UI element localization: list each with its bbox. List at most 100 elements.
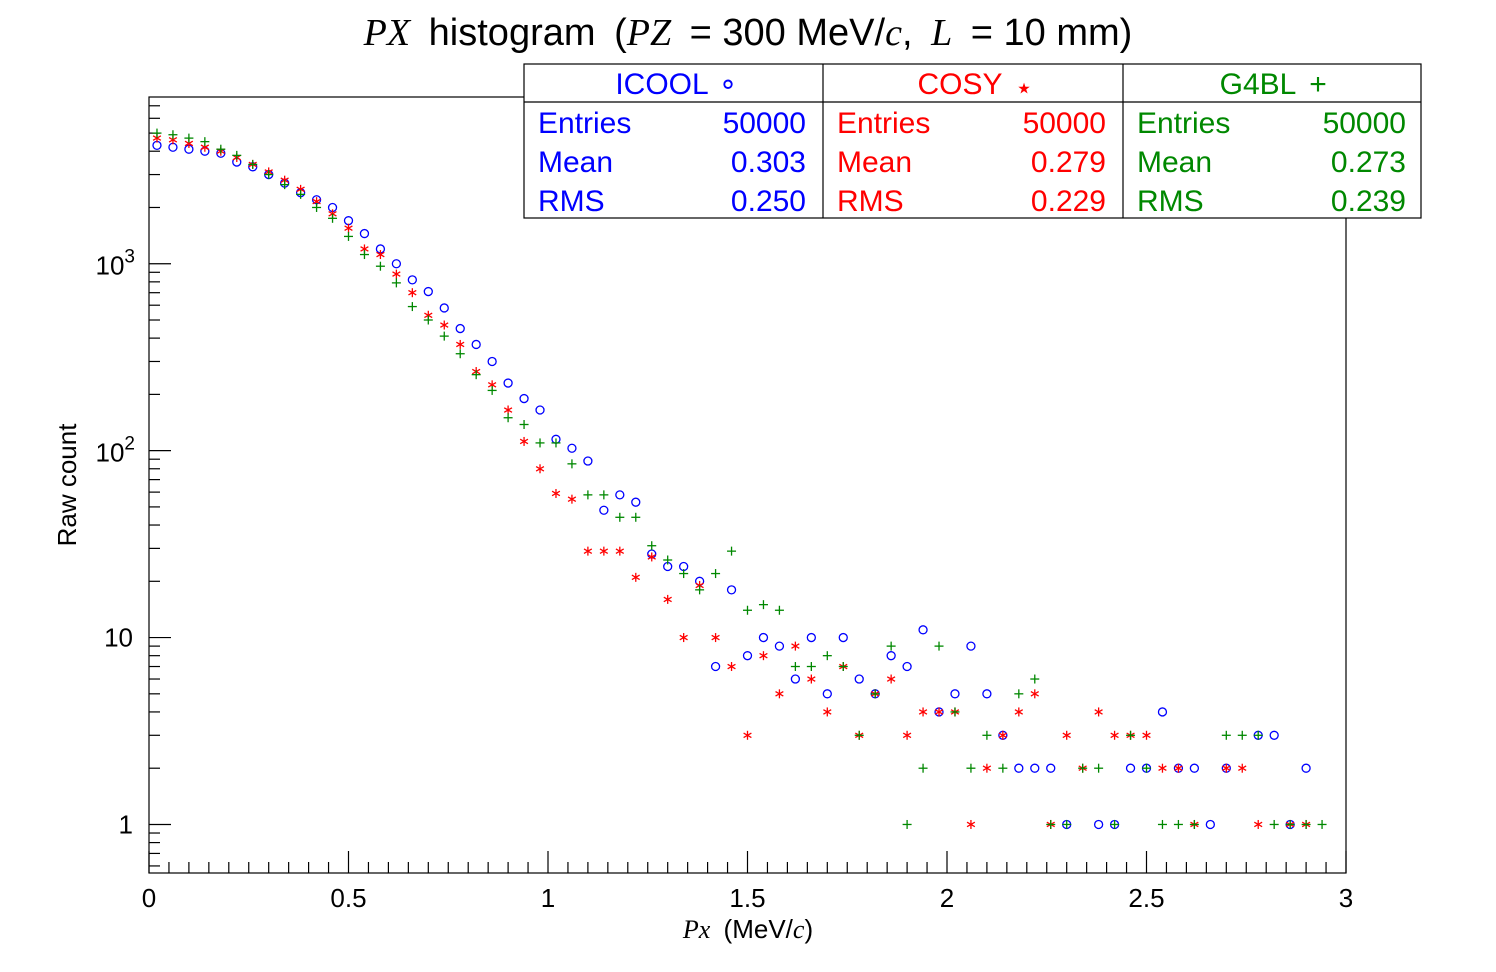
g4bl-point [743,605,752,615]
cosy-mean-label: Mean [837,146,912,179]
cosy-point [966,819,976,829]
g4bl-point [1126,730,1136,740]
icool-point [631,497,641,507]
icool-point [583,456,593,466]
cosy-rms-label: RMS [837,185,904,218]
icool-point [599,505,609,515]
cosy-point [615,546,625,556]
x-tick-label: 1 [541,883,555,913]
cosy-point [344,223,353,233]
chart-title: PX histogram (PZ = 300 MeV/c, L = 10 mm) [363,12,1133,54]
icool-point [1157,707,1168,717]
g4bl-point [216,144,226,154]
icool-point [343,216,354,226]
icool-point [950,689,960,699]
icool-point [423,286,433,297]
g4bl-point [1237,730,1247,740]
cosy-point [886,674,896,684]
g4bl-point [152,128,162,138]
x-tick-label: 1.5 [729,883,765,913]
icool-point [407,275,417,285]
cosy-point [583,546,593,556]
g4bl-point [1046,819,1056,829]
cosy-point [759,651,768,661]
icool-point [615,490,625,500]
cosy-point [1158,763,1167,773]
title-comma: , [902,12,913,54]
icool-point [455,323,465,334]
icool-point [359,228,370,239]
icool-rms-value: 0.250 [731,185,806,218]
cosy-point [823,707,832,717]
g4bl-point [1110,819,1120,829]
cosy-point [918,707,928,717]
g4bl-point [758,600,768,610]
icool-point [1205,819,1215,830]
icool-point [503,378,513,388]
title-word: histogram [429,12,596,54]
cosy-point [1174,763,1183,773]
cosy-rms-value: 0.229 [1031,185,1106,218]
cosy-mean-value: 0.279 [1031,146,1106,179]
icool-point [966,641,976,651]
g4bl-point [232,150,242,160]
g4bl-point [790,662,800,672]
cosy-point [934,707,944,717]
cosy-point [535,464,545,474]
g4bl-entries-value: 50000 [1323,107,1406,140]
icool-rms-label: RMS [538,185,605,218]
g4bl-point [264,170,274,180]
x-tick-label: 3 [1339,883,1353,913]
icool-point [487,356,497,367]
g4bl-point [838,662,848,672]
icool-point [918,625,928,635]
stats-box-frame [523,63,1422,219]
g4bl-point [344,231,353,241]
icool-point [439,303,449,313]
g4bl-point [966,763,976,773]
icool-point [710,661,721,672]
cosy-point [567,494,577,504]
icool-point [168,142,178,152]
cosy-point [791,641,800,651]
x-tick-label: 2.5 [1128,883,1164,913]
g4bl-point [1189,819,1199,829]
g4bl-point [184,133,194,143]
legend-g4bl-symbol: + [1309,68,1327,101]
x-axis-label: Px (MeV/c) [682,914,813,944]
axis-tick-labels: 0 0.5 1 1.5 2 2.5 3 1 10 102 103 [96,247,1354,913]
g4bl-point [1078,763,1088,773]
cosy-point [551,488,561,498]
g4bl-point [679,569,689,579]
g4bl-point [918,763,928,773]
icool-point [790,674,801,684]
g4bl-point [599,490,609,500]
icool-point [838,632,848,643]
cosy-point [376,250,385,260]
x-axis-var: Px [682,915,711,944]
g4bl-point [423,315,433,325]
icool-mean-value: 0.303 [731,146,806,179]
icool-point [726,585,737,595]
axis-ticks [148,105,1347,873]
g4bl-point [1094,763,1104,773]
cosy-point [455,339,465,349]
g4bl-point [200,137,210,147]
title-var-l: L [930,12,952,54]
g4bl-point [391,278,401,288]
icool-point [742,651,753,661]
cosy-point [711,633,720,643]
g4bl-point [487,385,497,395]
g4bl-point [886,641,896,651]
title-var-pz: PZ [626,12,672,54]
g4bl-point [471,370,481,380]
cosy-point [743,730,752,740]
cosy-point [1142,730,1151,740]
cosy-point [902,730,912,740]
g4bl-entries-label: Entries [1137,107,1230,140]
g4bl-point [870,689,880,699]
g4bl-point [1142,763,1151,773]
cosy-point [599,546,609,556]
g4bl-point [551,438,561,448]
